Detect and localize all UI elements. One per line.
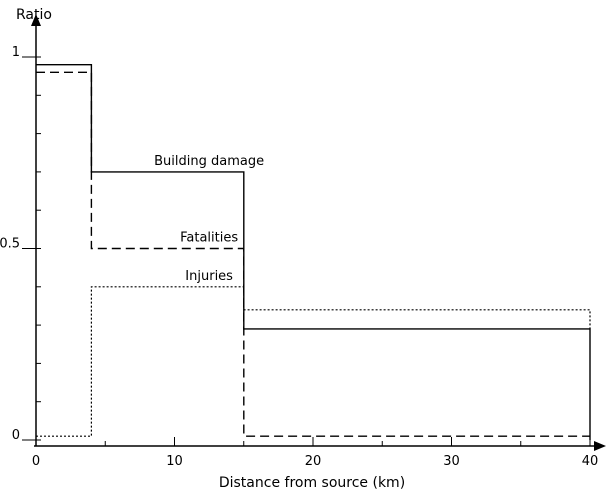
- x-axis-arrow: [594, 441, 606, 451]
- x-tick-label: 0: [32, 454, 40, 469]
- y-tick-label: 0: [12, 428, 20, 443]
- series-line-fatalities: [36, 71, 590, 437]
- x-axis-title: Distance from source (km): [219, 475, 405, 491]
- series-lines: [36, 63, 591, 440]
- series-label-building-damage: Building damage: [154, 154, 264, 169]
- series-label-injuries: Injuries: [185, 269, 233, 284]
- x-tick-label: 10: [166, 454, 183, 469]
- ticks: 00.510 10 20 30 40: [0, 45, 598, 469]
- y-tick-label: 0.5: [0, 237, 20, 252]
- series-labels: Building damage Fatalities Injuries: [154, 154, 264, 284]
- x-tick-label: 30: [443, 454, 460, 469]
- axes: [31, 14, 606, 451]
- series-label-fatalities: Fatalities: [180, 231, 238, 246]
- x-tick-label: 20: [305, 454, 322, 469]
- series-line-injuries: [36, 286, 591, 437]
- x-tick-label: 40: [582, 454, 599, 469]
- series-line-building-damage: [36, 63, 591, 440]
- y-axis-title: Ratio: [16, 7, 52, 23]
- y-axis-arrow: [31, 14, 41, 26]
- y-tick-label: 1: [12, 45, 20, 60]
